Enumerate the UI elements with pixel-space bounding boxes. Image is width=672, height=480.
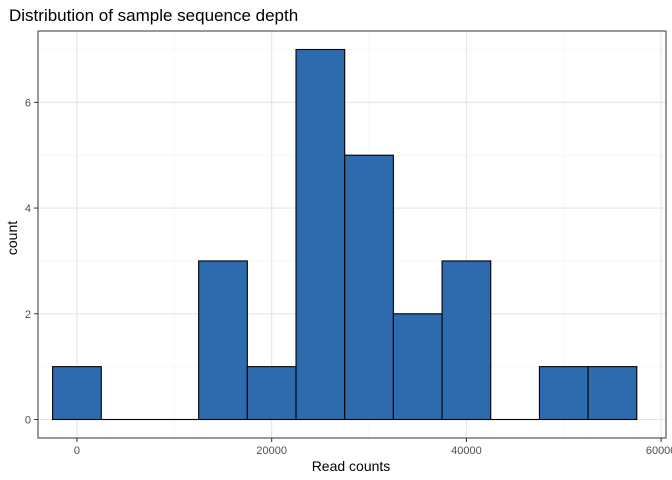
histogram-bar — [52, 366, 102, 421]
histogram-bar — [295, 48, 346, 421]
histogram-bar — [344, 154, 394, 421]
y-axis-title: count — [4, 221, 20, 255]
panel-border — [37, 30, 667, 439]
y-tick-label: 2 — [25, 309, 31, 321]
histogram-bar — [538, 366, 589, 421]
x-tick-label: 40000 — [451, 445, 482, 457]
x-axis-title: Read counts — [312, 458, 391, 474]
y-tick-label: 6 — [25, 97, 31, 109]
x-tick-label: 0 — [74, 445, 80, 457]
histogram-bar — [587, 366, 638, 421]
histogram-bar — [392, 313, 443, 421]
x-tick-label: 20000 — [256, 445, 287, 457]
y-tick-label: 0 — [25, 415, 31, 427]
chart-title: Distribution of sample sequence depth — [9, 6, 298, 25]
histogram-bar — [246, 366, 297, 421]
histogram-bar — [441, 260, 492, 421]
histogram-bar — [198, 260, 248, 421]
y-tick-label: 4 — [25, 203, 31, 215]
